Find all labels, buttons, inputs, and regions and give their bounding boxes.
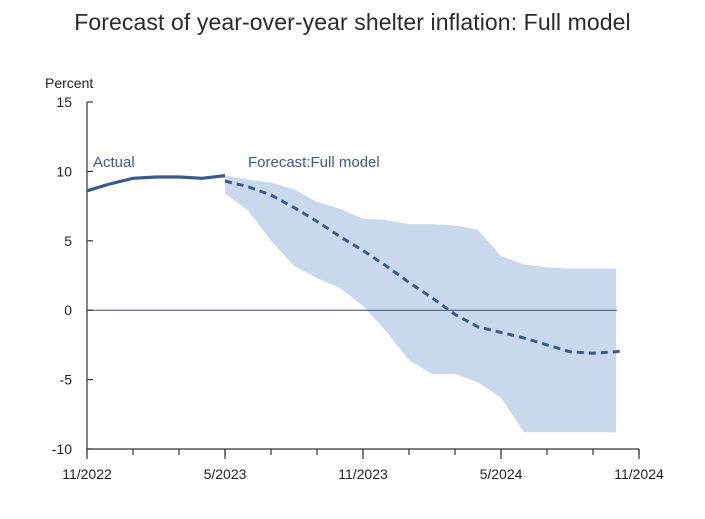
labels-layer: 15 10 5 0 -5 -10 Percent 11/2022 5/2023 11/2023 5/… [45, 75, 664, 482]
chart-title: Forecast of year-over-year shelter infla… [74, 9, 631, 35]
y-tick-label: 0 [64, 302, 72, 318]
x-tick-label: 5/2024 [480, 466, 523, 482]
y-tick-label: -5 [60, 372, 73, 388]
forecast-series-label: Forecast:Full model [248, 154, 380, 171]
x-tick-label: 11/2024 [614, 466, 664, 482]
x-tick-label: 5/2023 [204, 466, 247, 482]
y-tick-label: 10 [56, 163, 72, 179]
x-tick-label: 11/2023 [338, 466, 388, 482]
forecast-line [224, 179, 624, 355]
axes-layer [86, 101, 640, 459]
confidence-band-layer [225, 175, 616, 433]
y-tick-label: 5 [64, 233, 72, 249]
y-tick-label: 15 [56, 94, 72, 110]
y-axis-label: Percent [45, 75, 93, 91]
y-tick-label: -10 [52, 441, 72, 457]
x-tick-label: 11/2022 [62, 466, 112, 482]
actual-line [86, 174, 226, 193]
series-layer [86, 174, 624, 355]
forecast-range-band [225, 175, 616, 433]
actual-series-label: Actual [93, 154, 135, 171]
